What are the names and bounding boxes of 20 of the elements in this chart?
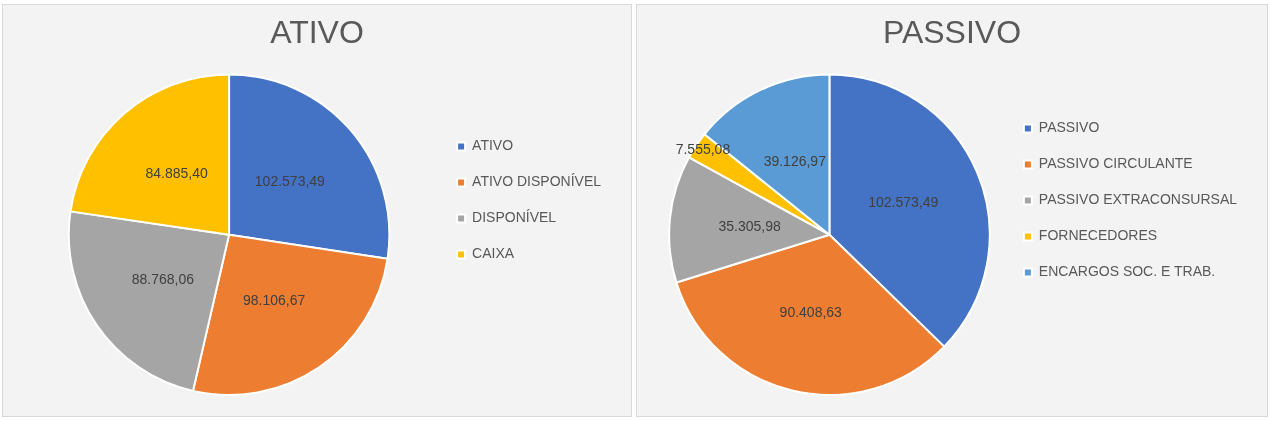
data-label: 88.768,06 — [131, 270, 195, 287]
legend-label: PASSIVO — [1038, 119, 1100, 136]
data-label: 7.555,08 — [675, 140, 731, 157]
legend-label: PASSIVO EXTRACONSURSAL — [1038, 191, 1238, 208]
data-label: 102.573,49 — [868, 194, 939, 211]
legend-label: CAIXA — [472, 245, 515, 262]
legend-label: ATIVO DISPONÍVEL — [472, 173, 602, 190]
legend-label: DISPONÍVEL — [472, 209, 557, 226]
chart-title: PASSIVO — [882, 14, 1022, 51]
legend-label: PASSIVO CIRCULANTE — [1038, 155, 1193, 172]
legend-label: ATIVO — [472, 137, 514, 154]
data-label: 98.106,67 — [242, 291, 306, 308]
legend-label: FORNECEDORES — [1038, 227, 1158, 244]
data-label: 84.885,40 — [145, 164, 209, 181]
chart-title: ATIVO — [270, 14, 364, 51]
data-label: 102.573,49 — [254, 173, 326, 190]
data-label: 90.408,63 — [779, 303, 843, 320]
legend-label: ENCARGOS SOC. E TRAB. — [1038, 263, 1216, 280]
data-label: 35.305,98 — [718, 217, 782, 234]
data-label: 39.126,97 — [763, 153, 827, 170]
